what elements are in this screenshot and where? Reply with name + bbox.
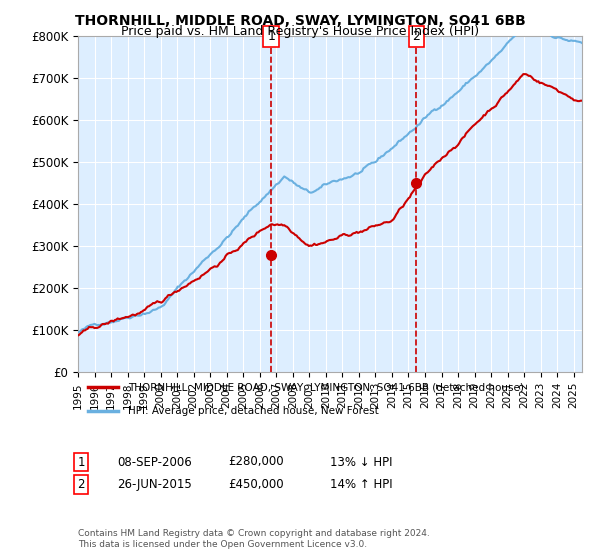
- Text: £450,000: £450,000: [228, 478, 284, 491]
- Text: 2: 2: [77, 478, 85, 491]
- Text: Contains HM Land Registry data © Crown copyright and database right 2024.
This d: Contains HM Land Registry data © Crown c…: [78, 529, 430, 549]
- Text: £280,000: £280,000: [228, 455, 284, 469]
- Text: 1: 1: [267, 30, 275, 43]
- Text: 2: 2: [412, 30, 421, 43]
- Text: 1: 1: [77, 455, 85, 469]
- Text: 26-JUN-2015: 26-JUN-2015: [117, 478, 192, 491]
- Text: HPI: Average price, detached house, New Forest: HPI: Average price, detached house, New …: [128, 406, 379, 416]
- Text: 14% ↑ HPI: 14% ↑ HPI: [330, 478, 392, 491]
- Text: THORNHILL, MIDDLE ROAD, SWAY, LYMINGTON, SO41 6BB: THORNHILL, MIDDLE ROAD, SWAY, LYMINGTON,…: [74, 14, 526, 28]
- Text: THORNHILL, MIDDLE ROAD, SWAY, LYMINGTON, SO41 6BB (detached house): THORNHILL, MIDDLE ROAD, SWAY, LYMINGTON,…: [128, 382, 524, 392]
- Text: 08-SEP-2006: 08-SEP-2006: [117, 455, 192, 469]
- Text: Price paid vs. HM Land Registry's House Price Index (HPI): Price paid vs. HM Land Registry's House …: [121, 25, 479, 38]
- Text: 13% ↓ HPI: 13% ↓ HPI: [330, 455, 392, 469]
